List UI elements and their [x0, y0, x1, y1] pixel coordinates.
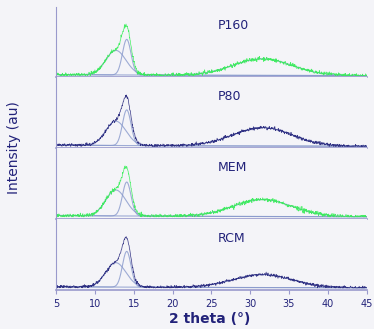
- Text: 2 theta (°): 2 theta (°): [169, 312, 250, 326]
- Text: P160: P160: [218, 19, 249, 32]
- Text: P80: P80: [218, 90, 241, 103]
- Text: Intensity (au): Intensity (au): [7, 102, 21, 194]
- Text: RCM: RCM: [218, 232, 245, 244]
- Text: MEM: MEM: [218, 161, 247, 174]
